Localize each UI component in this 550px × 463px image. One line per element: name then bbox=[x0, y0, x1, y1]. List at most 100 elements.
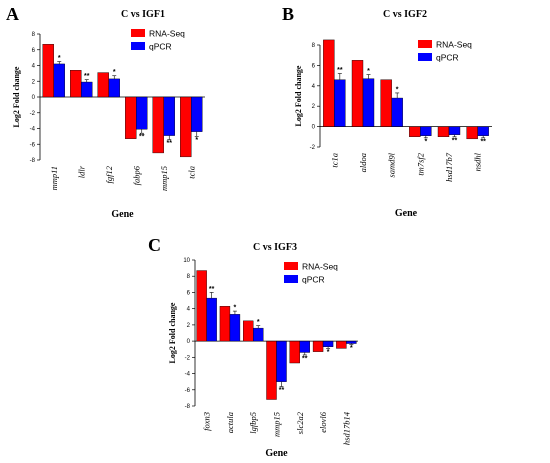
legend-swatch-qpcr bbox=[131, 42, 145, 50]
y-tick-label: 8 bbox=[32, 32, 36, 38]
y-tick-label: 6 bbox=[187, 290, 191, 296]
bar-rnaseq bbox=[196, 270, 207, 342]
significance-marker: ** bbox=[279, 387, 285, 394]
y-axis-label: Log2 Fold change bbox=[12, 66, 21, 127]
y-tick-label: 6 bbox=[32, 48, 36, 54]
y-tick-label: 4 bbox=[312, 84, 316, 90]
category-label: foxn3 bbox=[202, 412, 212, 431]
significance-marker: * bbox=[234, 305, 237, 312]
legend-swatch-rnaseq bbox=[131, 29, 145, 37]
bar-qpcr bbox=[253, 327, 264, 342]
bar-qpcr bbox=[322, 340, 334, 347]
panel-letter: B bbox=[282, 4, 294, 24]
bar-qpcr bbox=[420, 126, 432, 136]
legend-label-qpcr: qPCR bbox=[149, 42, 172, 52]
bar-rnaseq bbox=[409, 126, 421, 137]
bar-rnaseq bbox=[466, 126, 478, 140]
significance-marker: ** bbox=[167, 140, 173, 147]
bar-rnaseq bbox=[180, 96, 192, 158]
legend-label-qpcr: qPCR bbox=[302, 275, 325, 285]
bar-qpcr bbox=[391, 97, 403, 127]
bar-rnaseq bbox=[125, 96, 137, 139]
bar-qpcr bbox=[448, 126, 461, 135]
category-label: mmp15 bbox=[272, 412, 282, 437]
bar-rnaseq bbox=[70, 70, 82, 98]
significance-marker: * bbox=[327, 349, 330, 356]
bar-qpcr bbox=[276, 340, 287, 382]
bar-rnaseq bbox=[336, 340, 347, 349]
x-axis-label: Gene bbox=[111, 209, 134, 220]
bar-rnaseq bbox=[97, 72, 109, 98]
category-label: fabp6 bbox=[131, 165, 141, 185]
bar-rnaseq bbox=[312, 340, 324, 352]
significance-marker: ** bbox=[452, 137, 458, 144]
y-tick-label: 6 bbox=[312, 63, 316, 69]
bar-qpcr bbox=[334, 79, 346, 127]
bar-qpcr bbox=[53, 63, 65, 98]
chart-panel-c: C C vs IGF3 10 8 6 4 2 0 -2 -4 -6 -8 Log2 Fold chang… bbox=[148, 235, 358, 459]
significance-marker: ** bbox=[209, 286, 215, 293]
bar-rnaseq bbox=[323, 39, 335, 127]
panel-letter: A bbox=[6, 4, 19, 24]
legend-label-rnaseq: RNA-Seq bbox=[436, 40, 472, 50]
bar-qpcr bbox=[191, 96, 203, 132]
category-label: ldlr bbox=[76, 165, 86, 178]
y-tick-label: 0 bbox=[32, 95, 36, 101]
legend-swatch-qpcr bbox=[284, 275, 298, 283]
category-label: lgfbp5 bbox=[248, 412, 258, 434]
significance-marker: ** bbox=[302, 355, 308, 362]
chart-panel-a: A C vs IGF1 8 6 4 2 0 -2 -4 -6 -8 Log2 Fold change G… bbox=[6, 4, 205, 220]
bar-qpcr bbox=[163, 96, 175, 136]
legend-swatch-rnaseq bbox=[284, 262, 298, 270]
y-tick-label: -4 bbox=[30, 127, 36, 133]
y-tick-label: -8 bbox=[185, 404, 191, 410]
legend-label-rnaseq: RNA-Seq bbox=[149, 29, 185, 39]
significance-marker: ** bbox=[84, 73, 90, 80]
bar-rnaseq bbox=[152, 96, 164, 154]
bar-qpcr bbox=[206, 297, 217, 342]
bar-rnaseq bbox=[437, 126, 450, 137]
y-tick-label: 2 bbox=[187, 323, 191, 329]
significance-marker: * bbox=[350, 345, 353, 352]
y-tick-label: -8 bbox=[30, 158, 36, 164]
category-label: samd9l bbox=[387, 152, 397, 177]
y-tick-label: 4 bbox=[187, 307, 191, 313]
significance-marker: * bbox=[195, 137, 198, 144]
panel-letter: C bbox=[148, 235, 161, 255]
bar-qpcr bbox=[81, 81, 93, 98]
bar-rnaseq bbox=[380, 79, 392, 127]
y-tick-label: 2 bbox=[32, 79, 36, 85]
category-label: tcla bbox=[186, 166, 196, 179]
legend: RNA-Seq qPCR bbox=[284, 262, 338, 285]
category-label: mmp15 bbox=[159, 166, 169, 191]
category-label: tc1a bbox=[329, 153, 339, 168]
chart-title: C vs IGF1 bbox=[121, 9, 165, 20]
y-tick-label: 2 bbox=[312, 104, 316, 110]
legend-label-qpcr: qPCR bbox=[436, 53, 459, 63]
significance-marker: ** bbox=[480, 138, 486, 145]
y-axis-label: Log2 Fold change bbox=[294, 65, 303, 126]
category-label: tm7sf2 bbox=[415, 152, 425, 175]
y-tick-label: -2 bbox=[185, 355, 191, 361]
y-tick-label: -2 bbox=[310, 145, 316, 151]
y-tick-label: 10 bbox=[183, 258, 190, 264]
significance-marker: * bbox=[367, 68, 370, 75]
legend-swatch-rnaseq bbox=[418, 40, 432, 48]
y-tick-label: -6 bbox=[30, 142, 36, 148]
significance-marker: ** bbox=[337, 67, 343, 74]
y-tick-label: -2 bbox=[30, 111, 36, 117]
category-label: hsd17b14 bbox=[341, 411, 351, 445]
category-label: elovl6 bbox=[318, 411, 328, 433]
bar-qpcr bbox=[299, 340, 310, 353]
category-label: hsd17b7 bbox=[444, 152, 454, 182]
significance-marker: * bbox=[257, 319, 260, 326]
category-label: slc2a2 bbox=[295, 411, 305, 434]
bar-qpcr bbox=[136, 96, 148, 130]
chart-title: C vs IGF3 bbox=[253, 242, 297, 253]
y-tick-label: 0 bbox=[312, 125, 316, 131]
category-label: actula bbox=[225, 412, 235, 433]
y-tick-label: 8 bbox=[187, 274, 191, 280]
significance-marker: * bbox=[424, 138, 427, 145]
legend-swatch-qpcr bbox=[418, 53, 432, 61]
